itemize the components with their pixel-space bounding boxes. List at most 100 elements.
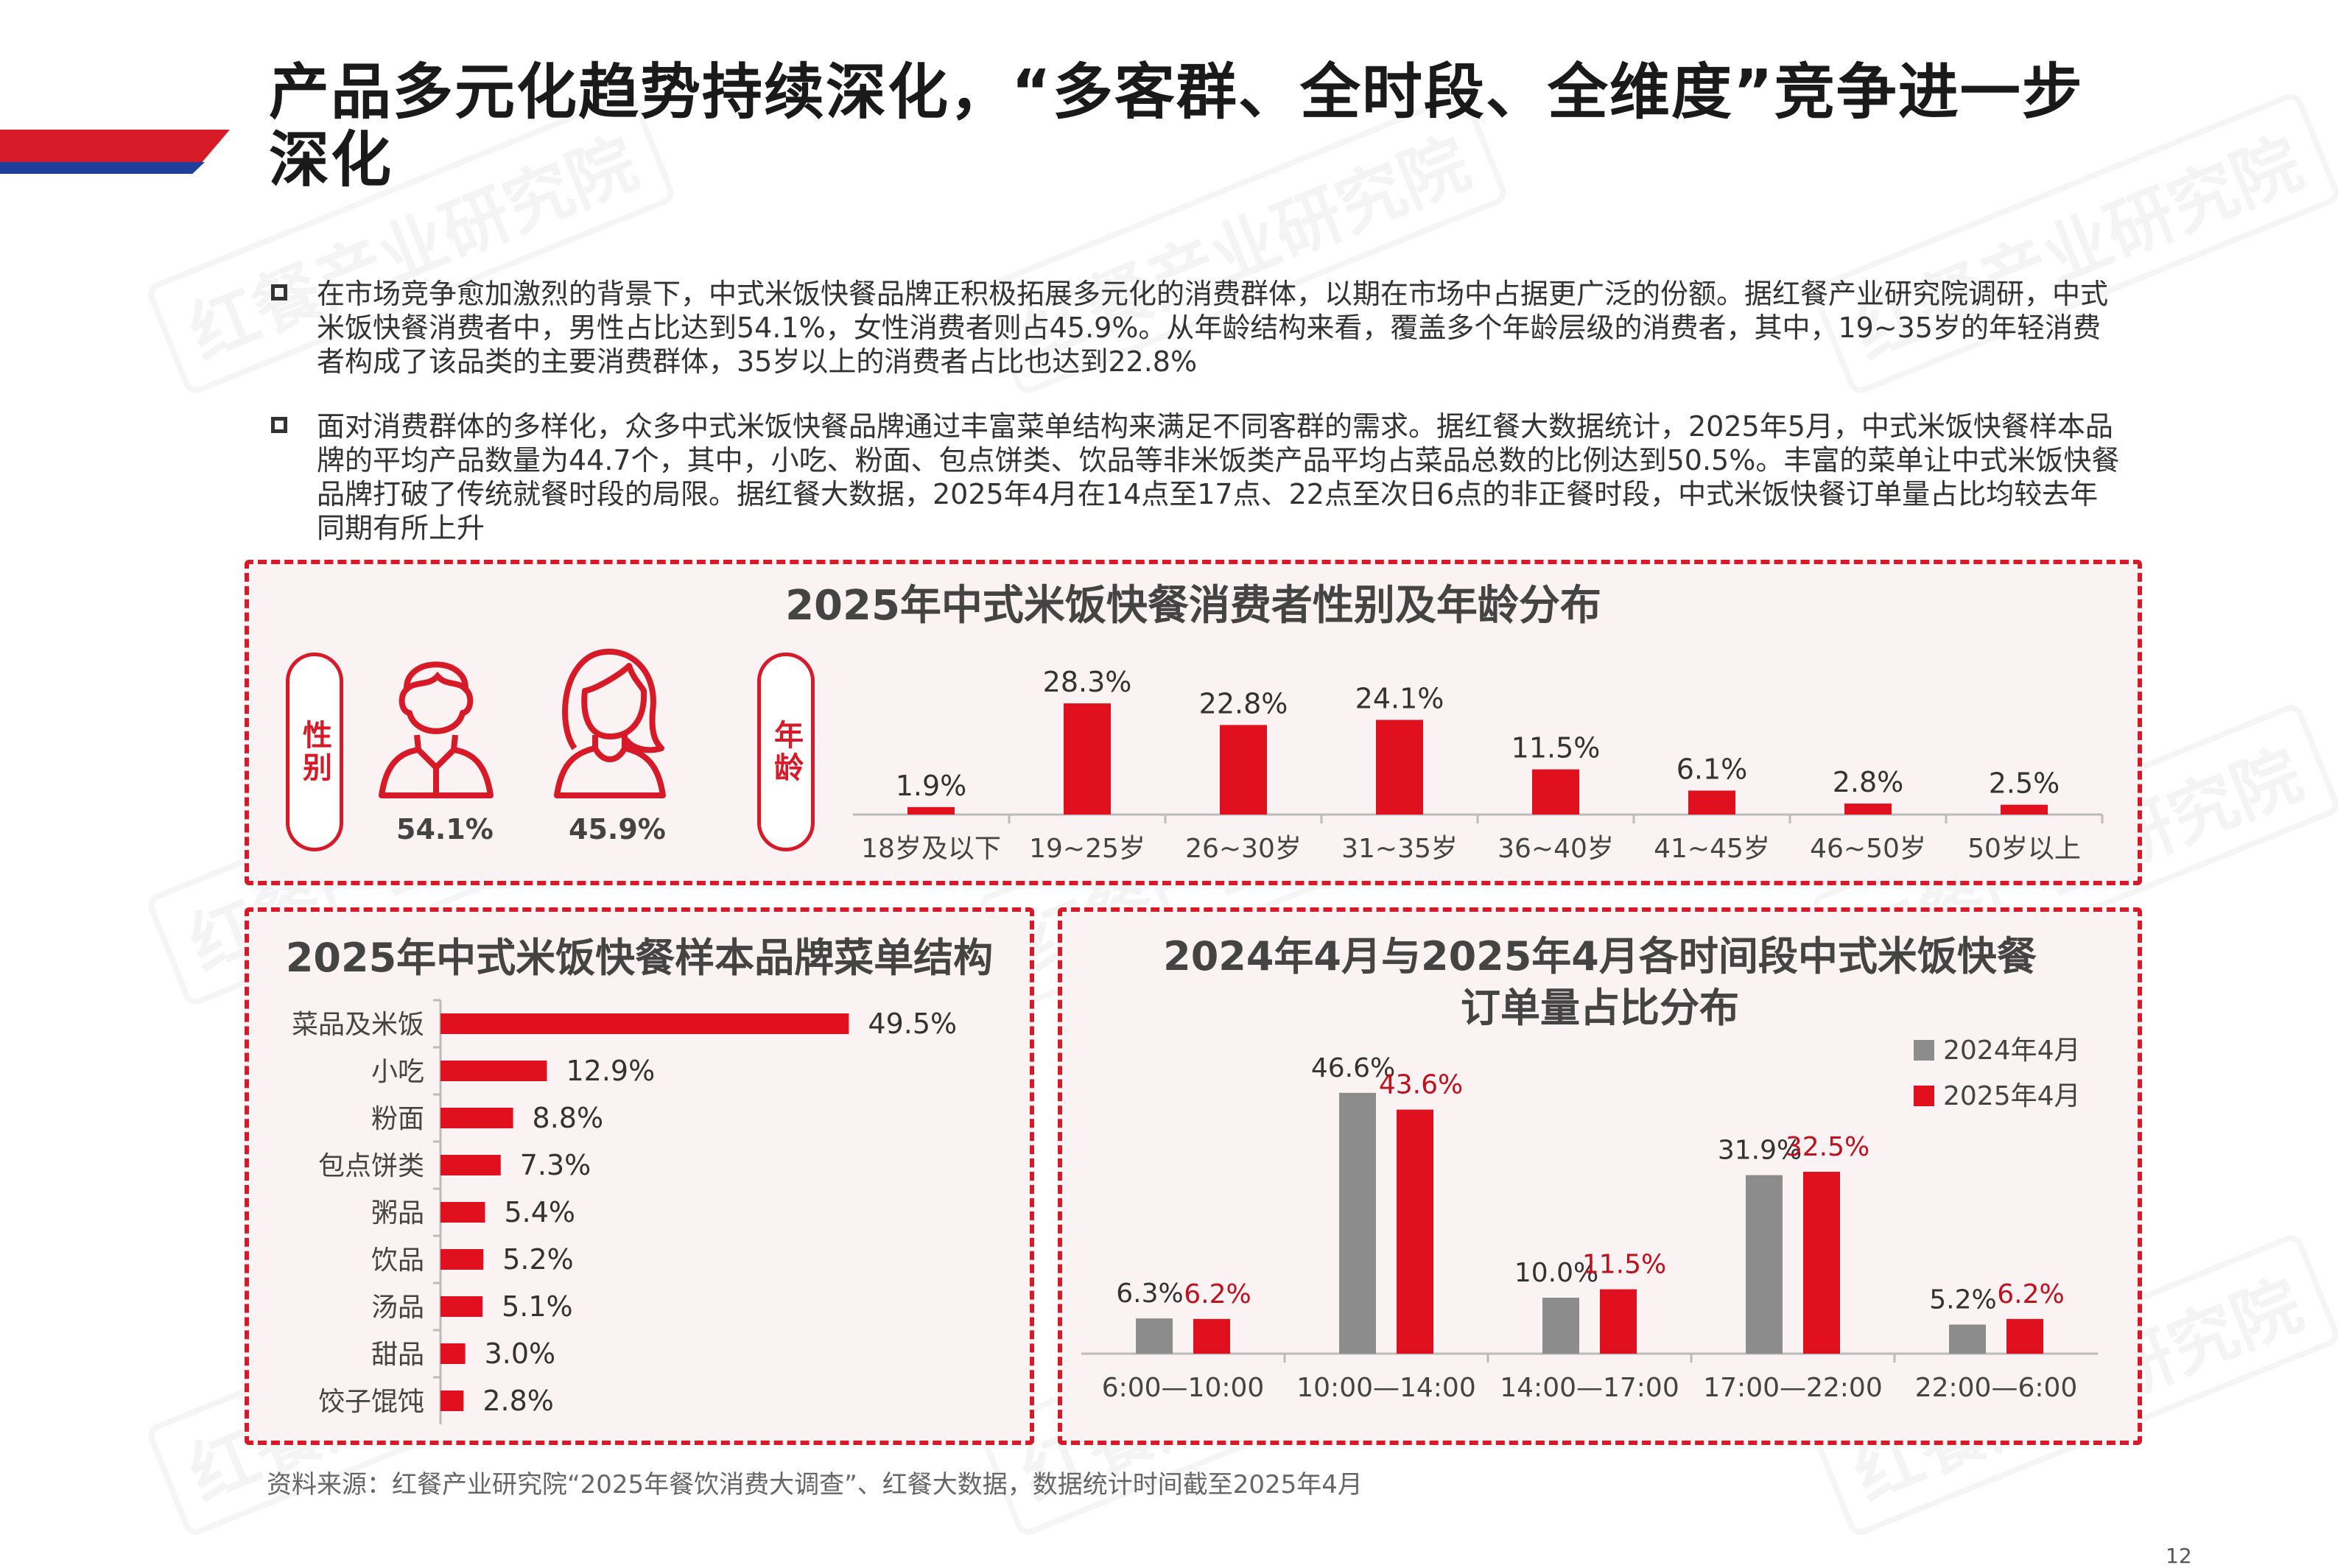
menu-bar (440, 1249, 484, 1270)
menu-data-label: 5.4% (504, 1196, 575, 1228)
time-data-label-2025: 6.2% (1997, 1279, 2064, 1309)
menu-bar (440, 1155, 501, 1175)
time-bar-2025 (1193, 1318, 1230, 1354)
menu-category-label: 包点饼类 (318, 1151, 424, 1181)
menu-category-label: 甜品 (371, 1340, 424, 1370)
page-title: 产品多元化趋势持续深化，“多客群、全时段、全维度”竞争进一步深化 (269, 57, 2084, 195)
menu-data-label: 12.9% (566, 1055, 655, 1087)
age-data-label: 24.1% (1355, 682, 1444, 714)
menu-structure-panel: 2025年中式米饭快餐样本品牌菜单结构 菜品及米饭 49.5% 小吃 12.9% 粉面 8… (245, 907, 1034, 1445)
age-category-label: 18岁及以下 (861, 834, 1001, 864)
time-category-label: 10:00—14:00 (1296, 1373, 1476, 1403)
female-percentage: 45.9% (569, 813, 666, 845)
age-data-label: 1.9% (896, 770, 967, 802)
time-data-label-2024: 5.2% (1929, 1284, 1996, 1315)
legend-swatch (1914, 1040, 1934, 1061)
data-source-note: 资料来源：红餐产业研究院“2025年餐饮消费大调查”、红餐大数据，数据统计时间截… (267, 1470, 1363, 1500)
bullet-text: 在市场竞争愈加激烈的背景下，中式米饭快餐品牌正积极拓展多元化的消费群体，以期在市… (317, 278, 2109, 378)
bullet-paragraph: 面对消费群体的多样化，众多中式米饭快餐品牌通过丰富菜单结构来满足不同客群的需求。… (271, 409, 2120, 545)
age-bar (1532, 769, 1579, 815)
age-category-label: 46~50岁 (1810, 834, 1926, 864)
menu-bar-chart: 菜品及米饭 49.5% 小吃 12.9% 粉面 8.8% 包点饼类 7.3% 粥品 5.4% 饮品 5… (292, 999, 957, 1424)
menu-bar (440, 1391, 464, 1411)
time-bar-2024 (1339, 1092, 1376, 1354)
bullet-square-icon (271, 417, 287, 433)
age-label-pill: 年龄 (757, 653, 815, 851)
time-slot-bar-chart: 6.3% 6.2%6:00—10:0046.6%43.6%10:00—14:001… (1081, 1036, 2098, 1403)
age-category-label: 50岁以上 (1967, 834, 2081, 864)
menu-data-label: 49.5% (868, 1008, 957, 1040)
menu-data-label: 3.0% (485, 1337, 556, 1370)
menu-category-label: 菜品及米饭 (292, 1010, 424, 1040)
header-accent-band-blue (0, 162, 205, 174)
menu-category-label: 饺子馄饨 (318, 1387, 424, 1417)
age-category-label: 41~45岁 (1654, 834, 1770, 864)
age-bar (1844, 804, 1892, 815)
time-bar-2025 (1397, 1109, 1433, 1354)
female-user-icon (554, 648, 666, 798)
time-bar-2024 (1746, 1175, 1783, 1354)
menu-bar (440, 1061, 547, 1081)
time-bar-2024 (1949, 1324, 1986, 1354)
male-percentage: 54.1% (396, 813, 494, 845)
time-bar-2025 (1803, 1172, 1840, 1354)
time-slot-panel: 2024年4月与2025年4月各时间段中式米饭快餐 订单量占比分布 6.3% 6.… (1058, 907, 2142, 1445)
male-user-icon (379, 661, 494, 798)
age-data-label: 6.1% (1676, 753, 1748, 785)
bullet-square-icon (271, 284, 287, 300)
menu-bar (440, 1296, 483, 1317)
age-bar (2001, 804, 2048, 815)
age-bar (1064, 703, 1111, 815)
menu-bar (440, 1013, 849, 1034)
age-bar (907, 806, 955, 815)
time-data-label-2024: 46.6% (1311, 1053, 1395, 1083)
time-category-label: 22:00—6:00 (1915, 1373, 2078, 1403)
time-data-label-2024: 31.9% (1718, 1136, 1802, 1166)
age-category-label: 19~25岁 (1029, 834, 1145, 864)
time-data-label-2025: 11.5% (1582, 1250, 1666, 1280)
time-bar-2025 (1600, 1289, 1637, 1354)
age-data-label: 2.8% (1833, 766, 1904, 798)
menu-data-label: 7.3% (520, 1149, 591, 1181)
menu-data-label: 5.1% (502, 1290, 573, 1323)
time-data-label-2025: 32.5% (1786, 1132, 1869, 1162)
menu-category-label: 汤品 (371, 1293, 424, 1323)
age-data-label: 11.5% (1511, 732, 1601, 764)
menu-data-label: 5.2% (502, 1243, 574, 1276)
gender-age-panel: 2025年中式米饭快餐消费者性别及年龄分布 性别 54.1% 45.9% 年龄 … (245, 560, 2142, 885)
age-category-label: 36~40岁 (1497, 834, 1614, 864)
legend-label: 2025年4月 (1943, 1081, 2081, 1111)
menu-category-label: 粉面 (371, 1104, 424, 1134)
age-data-label: 28.3% (1043, 666, 1132, 698)
age-data-label: 22.8% (1199, 687, 1288, 720)
time-data-label-2024: 6.3% (1116, 1279, 1183, 1309)
age-category-label: 31~35岁 (1341, 834, 1458, 864)
age-bar-chart: 1.9% 18岁及以下 28.3% 19~25岁 22.8% 26~30岁 24.1% 31~… (853, 666, 2104, 864)
age-bar (1220, 725, 1267, 815)
menu-data-label: 2.8% (482, 1385, 554, 1417)
time-data-label-2025: 6.2% (1184, 1279, 1251, 1309)
gender-age-chart-title: 2025年中式米饭快餐消费者性别及年龄分布 (785, 582, 1601, 630)
legend-swatch (1914, 1086, 1934, 1106)
time-data-label-2024: 10.0% (1514, 1258, 1598, 1288)
time-bar-2024 (1542, 1298, 1579, 1354)
page-number: 12 (2166, 1544, 2192, 1568)
menu-structure-chart-title: 2025年中式米饭快餐样本品牌菜单结构 (285, 935, 994, 981)
time-slot-chart-title-line2: 订单量占比分布 (1461, 985, 1739, 1031)
time-data-label-2025: 43.6% (1379, 1070, 1463, 1100)
time-category-label: 14:00—17:00 (1500, 1373, 1679, 1403)
time-bar-2024 (1136, 1318, 1173, 1354)
menu-bar (440, 1202, 485, 1223)
menu-category-label: 粥品 (371, 1198, 424, 1228)
menu-category-label: 饮品 (371, 1245, 424, 1276)
time-category-label: 17:00—22:00 (1703, 1373, 1883, 1403)
bullet-paragraph: 在市场竞争愈加激烈的背景下，中式米饭快餐品牌正积极拓展多元化的消费群体，以期在市… (271, 277, 2120, 379)
menu-bar (440, 1343, 466, 1364)
menu-bar (440, 1108, 513, 1128)
time-bar-2025 (2006, 1318, 2043, 1354)
legend-label: 2024年4月 (1943, 1036, 2081, 1066)
header-accent-band-red (0, 130, 230, 162)
age-bar (1376, 720, 1423, 815)
time-slot-chart-title-line1: 2024年4月与2025年4月各时间段中式米饭快餐 (1163, 933, 2037, 980)
menu-data-label: 8.8% (533, 1102, 604, 1134)
